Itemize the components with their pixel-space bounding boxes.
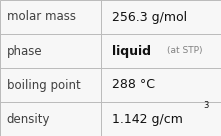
Text: 288 °C: 288 °C	[112, 78, 155, 92]
Text: 256.3 g/mol: 256.3 g/mol	[112, 10, 187, 24]
Text: phase: phase	[7, 44, 42, 58]
Text: boiling point: boiling point	[7, 78, 80, 92]
Text: liquid: liquid	[112, 44, 151, 58]
Text: 1.142 g/cm: 1.142 g/cm	[112, 112, 183, 126]
Text: (at STP): (at STP)	[168, 47, 203, 55]
Text: 3: 3	[203, 101, 208, 110]
Text: density: density	[7, 112, 50, 126]
Text: molar mass: molar mass	[7, 10, 76, 24]
